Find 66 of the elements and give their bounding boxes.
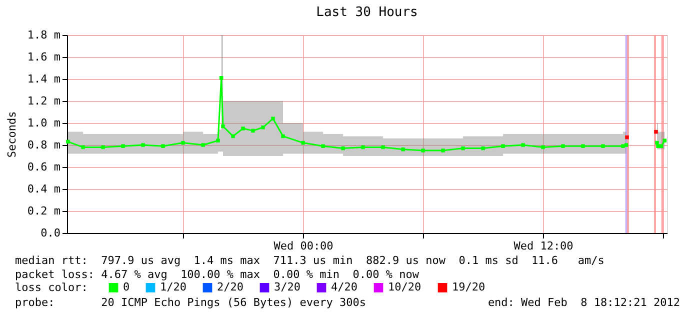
point xyxy=(381,145,385,150)
legend-label: 3/20 xyxy=(274,280,300,294)
point xyxy=(219,76,224,80)
point xyxy=(501,144,505,148)
point xyxy=(66,140,70,144)
point xyxy=(625,135,629,140)
point xyxy=(81,145,85,150)
point xyxy=(662,138,667,142)
legend-label: 10/20 xyxy=(388,280,422,294)
point xyxy=(216,138,220,142)
legend-label: 19/20 xyxy=(452,280,486,294)
point xyxy=(654,130,658,134)
legend-label: 1/20 xyxy=(160,280,186,294)
point xyxy=(201,143,205,147)
y-tick-label: 1.4 m xyxy=(27,72,61,86)
point xyxy=(301,140,305,145)
point xyxy=(341,146,345,150)
x-tick-label: Wed 12:00 xyxy=(514,240,574,252)
y-tick-label: 1.0 m xyxy=(27,116,61,130)
y-tick-label: 0.4 m xyxy=(27,182,61,196)
point xyxy=(251,128,255,133)
point xyxy=(621,144,625,148)
point xyxy=(121,144,125,148)
legend-label: 0 xyxy=(123,280,130,294)
point xyxy=(481,146,485,150)
point xyxy=(656,144,660,148)
chart-title: Last 30 Hours xyxy=(316,5,418,20)
point xyxy=(521,143,525,147)
text: median rtt: 797.9 us avg 1.4 ms max 711.3 us min 882.9 us now 0.1 ms sd 11.6 am/s xyxy=(15,254,604,267)
point xyxy=(221,124,225,128)
point xyxy=(241,126,245,130)
text: end: Wed Feb 8 18:12:21 2012 xyxy=(488,296,680,309)
y-tick-label: 0.8 m xyxy=(27,138,61,152)
point xyxy=(321,144,325,148)
y-tick-label: 0.2 m xyxy=(27,204,61,218)
point xyxy=(231,134,235,138)
point xyxy=(581,144,585,148)
point xyxy=(261,126,265,130)
point xyxy=(401,148,405,152)
point xyxy=(561,144,565,148)
point xyxy=(271,116,275,120)
point xyxy=(141,143,145,147)
point xyxy=(624,143,628,147)
point xyxy=(181,140,185,145)
y-axis-title: Seconds xyxy=(5,111,18,158)
text: packet loss: 4.67 % avg 100.00 % max 0.00 % min 0.00 % now xyxy=(15,268,420,281)
y-tick-label: 1.2 m xyxy=(27,94,61,108)
legend-title: loss color: xyxy=(15,281,88,294)
y-tick-label: 0.6 m xyxy=(27,160,61,174)
y-tick-label: 1.6 m xyxy=(27,50,61,64)
x-tick-label: Wed 00:00 xyxy=(274,240,334,252)
point xyxy=(601,144,605,148)
point xyxy=(659,144,664,148)
point xyxy=(281,134,285,138)
point xyxy=(541,145,545,150)
point xyxy=(441,148,445,152)
point xyxy=(101,145,105,150)
legend-label: 4/20 xyxy=(331,280,358,294)
point xyxy=(421,148,425,152)
text: probe: 20 ICMP Echo Pings (56 Bytes) every 300s xyxy=(15,296,366,309)
y-tick-label: 0.0 xyxy=(40,226,60,240)
legend-label: 2/20 xyxy=(217,280,244,294)
point xyxy=(161,144,165,148)
point xyxy=(361,145,365,150)
y-tick-label: 1.8 m xyxy=(27,28,61,42)
point xyxy=(461,146,465,150)
